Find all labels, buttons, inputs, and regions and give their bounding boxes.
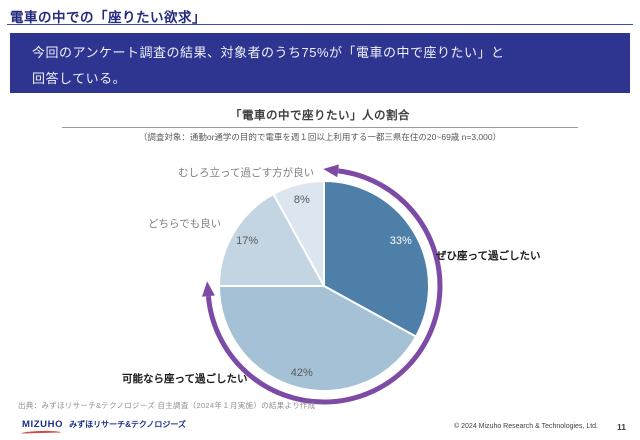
pie-label-either: どちらでも良い [148, 218, 222, 230]
pie-percent-label-1: 42% [291, 367, 313, 379]
page-number: 11 [617, 422, 626, 432]
mizuho-company-name: みずほリサーチ&テクノロジーズ [69, 420, 186, 429]
source-note: 出典：みずほリサーチ&テクノロジーズ 自主調査（2024年１月実施）の結果より作… [18, 401, 316, 410]
mizuho-logo: MIZUHO みずほリサーチ&テクノロジーズ [20, 419, 186, 434]
arc-arrowhead-left [202, 281, 215, 297]
title-underline [7, 24, 633, 25]
copyright: © 2024 Mizuho Research & Technologies, L… [454, 423, 598, 430]
mizuho-logo-text: MIZUHO [22, 419, 64, 430]
pie-percent-label-3: 8% [294, 194, 310, 206]
pie-percent-label-2: 17% [236, 235, 258, 247]
pie-slice-2 [218, 193, 325, 287]
pie-slice-3 [272, 180, 325, 287]
chart-title-rule [62, 127, 578, 128]
page-title: 電車の中での「座りたい欲求」 [10, 10, 206, 25]
chart-subtitle: （調査対象：通勤or通学の目的で電車を週１回以上利用する一都三県在住の20~69… [138, 132, 502, 142]
majority-arc-arrow [205, 168, 443, 405]
pie-percent-label-0: 33% [390, 235, 412, 247]
pie-slice-1 [218, 285, 417, 392]
pie-slice-0 [323, 180, 430, 338]
chart-title: 「電車の中で座りたい」人の割合 [230, 110, 410, 122]
mizuho-logo-wordmark: MIZUHO [20, 419, 64, 434]
pie-label-stand: むしろ立って過ごす方が良い [178, 167, 315, 179]
arc-arrowhead-top [323, 164, 339, 178]
summary-line-1: 今回のアンケート調査の結果、対象者のうち75%が「電車の中で座りたい」と [32, 45, 505, 60]
pie-label-possible: 可能なら座って過ごしたい [122, 373, 248, 385]
pie-label-definitely: ぜひ座って過ごしたい [436, 250, 541, 262]
summary-line-2: 回答している。 [32, 71, 127, 86]
summary-box: 今回のアンケート調査の結果、対象者のうち75%が「電車の中で座りたい」と 回答し… [10, 33, 630, 93]
